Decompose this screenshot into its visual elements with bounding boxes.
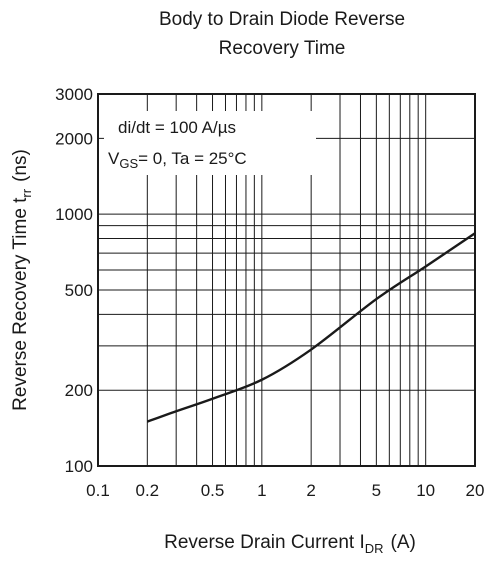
x-axis-ticks: 0.1 0.2 0.5 1 2 5 10 20 bbox=[86, 481, 484, 500]
x-tick-label: 2 bbox=[306, 481, 315, 500]
y-tick-label: 3000 bbox=[55, 85, 93, 104]
y-tick-label: 1000 bbox=[55, 205, 93, 224]
x-axis-label: Reverse Drain Current IDR (A) bbox=[164, 532, 416, 556]
y-tick-label: 200 bbox=[65, 381, 93, 400]
x-tick-label: 20 bbox=[466, 481, 485, 500]
y-axis-label: Reverse Recovery Time trr(ns) bbox=[10, 149, 34, 411]
x-tick-label: 5 bbox=[372, 481, 381, 500]
chart-title-line1: Body to Drain Diode Reverse bbox=[159, 9, 405, 30]
y-tick-label: 500 bbox=[65, 281, 93, 300]
series-layer bbox=[146, 232, 476, 423]
annotation-line1: di/dt = 100 A/µs bbox=[118, 118, 236, 137]
plot-frame bbox=[97, 93, 476, 467]
y-axis-ticks: 100 200 500 1000 2000 3000 bbox=[55, 85, 93, 476]
y-tick-label: 2000 bbox=[55, 129, 93, 148]
x-tick-label: 0.5 bbox=[201, 481, 225, 500]
series-line bbox=[146, 232, 476, 423]
x-tick-label: 10 bbox=[416, 481, 435, 500]
annotation-line2: VGS= 0, Ta = 25°C bbox=[108, 149, 247, 171]
annotation-box bbox=[104, 111, 316, 175]
y-tick-label: 100 bbox=[65, 457, 93, 476]
x-tick-label: 0.2 bbox=[135, 481, 159, 500]
chart-title-line2: Recovery Time bbox=[219, 38, 346, 59]
x-tick-label: 0.1 bbox=[86, 481, 110, 500]
x-tick-label: 1 bbox=[257, 481, 266, 500]
